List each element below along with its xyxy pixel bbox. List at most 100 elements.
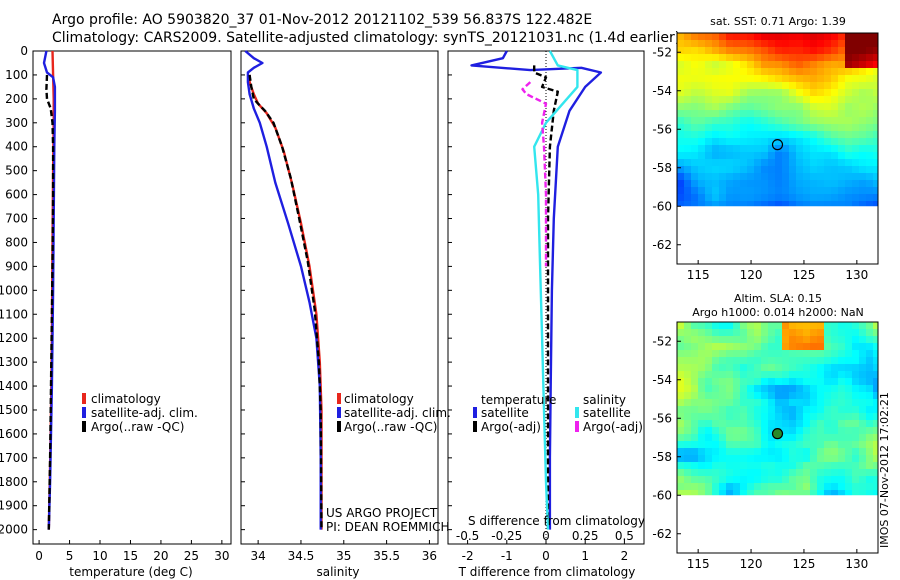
map-cell <box>677 54 684 61</box>
map-cell <box>789 54 796 61</box>
depth-tick-label: 1000 <box>0 283 28 297</box>
map-cell <box>852 131 859 138</box>
map-cell <box>726 462 733 469</box>
map-cell <box>684 385 691 392</box>
map-cell <box>726 47 733 54</box>
map-cell <box>873 124 878 131</box>
map-cell <box>775 187 782 194</box>
map-cell <box>726 483 733 490</box>
map-cell <box>852 89 859 96</box>
map-cell <box>803 434 810 441</box>
map-cell <box>719 399 726 406</box>
map-cell <box>789 455 796 462</box>
map-cell <box>705 378 712 385</box>
map-cell <box>740 420 747 427</box>
map-cell <box>873 343 878 350</box>
map-cell <box>768 194 775 201</box>
map-cell <box>789 413 796 420</box>
lon-tick-label: 120 <box>740 268 763 282</box>
map-cell <box>873 441 878 448</box>
map-cell <box>747 441 754 448</box>
map-cell <box>831 476 838 483</box>
map-cell <box>810 54 817 61</box>
map-cell <box>796 357 803 364</box>
map-cell <box>859 364 866 371</box>
map-cell <box>845 75 852 82</box>
map-cell <box>761 103 768 110</box>
map-cell <box>803 180 810 187</box>
map-cell <box>747 33 754 40</box>
map-cell <box>754 441 761 448</box>
map-cell <box>677 448 684 455</box>
map-cell <box>768 413 775 420</box>
map-cell <box>684 448 691 455</box>
map-cell <box>684 145 691 152</box>
map-cell <box>705 173 712 180</box>
map-cell <box>740 138 747 145</box>
map-cell <box>684 54 691 61</box>
map-cell <box>691 413 698 420</box>
map-cell <box>824 117 831 124</box>
map-cell <box>803 54 810 61</box>
map-cell <box>733 103 740 110</box>
map-cell <box>873 33 878 40</box>
map-cell <box>768 399 775 406</box>
map-cell <box>684 33 691 40</box>
map-cell <box>824 89 831 96</box>
map-cell <box>747 399 754 406</box>
map-cell <box>719 490 726 496</box>
legend-swatch-climatology <box>337 393 341 404</box>
map-cell <box>691 103 698 110</box>
map-cell <box>754 385 761 392</box>
map-cell <box>691 40 698 47</box>
map-cell <box>733 194 740 201</box>
map-cell <box>859 180 866 187</box>
map-cell <box>698 40 705 47</box>
map-cell <box>873 371 878 378</box>
map-cell <box>796 96 803 103</box>
map-cell <box>754 483 761 490</box>
map-cell <box>782 427 789 434</box>
map-cell <box>754 413 761 420</box>
map-cell <box>761 201 768 207</box>
legend-s-satellite: satellite <box>583 406 631 420</box>
map-cell <box>789 180 796 187</box>
map-cell <box>810 75 817 82</box>
map-cell <box>852 322 859 329</box>
map-cell <box>712 434 719 441</box>
map-cell <box>733 145 740 152</box>
map-cell <box>866 180 873 187</box>
map-cell <box>859 75 866 82</box>
map-cell <box>803 406 810 413</box>
x-tick-label: 34.5 <box>288 549 315 563</box>
map-cell <box>831 469 838 476</box>
map-cell <box>859 61 866 68</box>
s-diff-tick-label: -0.25 <box>491 529 522 543</box>
map-cell <box>768 427 775 434</box>
map-cell <box>866 68 873 75</box>
map-cell <box>712 82 719 89</box>
map-cell <box>845 413 852 420</box>
map-cell <box>866 336 873 343</box>
map-cell <box>705 441 712 448</box>
map-cell <box>740 441 747 448</box>
map-cell <box>733 201 740 207</box>
map-cell <box>719 138 726 145</box>
legend-swatch-s-satellite <box>575 407 579 418</box>
map-cell <box>775 350 782 357</box>
map-cell <box>726 89 733 96</box>
map-cell <box>733 322 740 329</box>
map-cell <box>691 406 698 413</box>
depth-tick-label: 1300 <box>0 355 28 369</box>
map-cell <box>684 427 691 434</box>
map-cell <box>726 82 733 89</box>
map-cell <box>810 322 817 329</box>
map-cell <box>768 469 775 476</box>
lon-tick-label: 125 <box>792 268 815 282</box>
map-cell <box>824 490 831 496</box>
map-cell <box>852 392 859 399</box>
map-cell <box>712 392 719 399</box>
map-cell <box>747 385 754 392</box>
map-cell <box>782 434 789 441</box>
map-cell <box>845 187 852 194</box>
